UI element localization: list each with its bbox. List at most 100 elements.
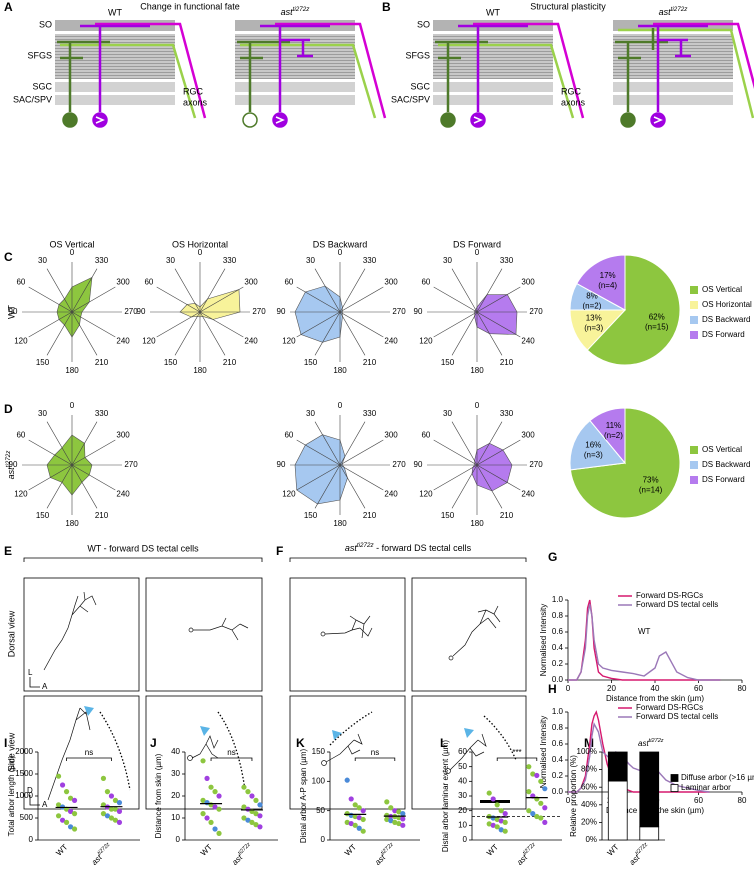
y-tick-label: 10 <box>458 820 467 829</box>
soma <box>62 112 78 128</box>
y-tick-label: 100% <box>577 747 597 756</box>
data-point <box>356 805 362 811</box>
spoke <box>476 311 521 338</box>
data-point <box>100 811 107 817</box>
angle-label: 180 <box>333 519 347 528</box>
data-point <box>538 778 544 784</box>
data-point <box>526 764 532 770</box>
angle-label: 60 <box>284 278 293 287</box>
data-point <box>63 789 70 795</box>
arrowhead <box>84 706 94 716</box>
sig-label: ns <box>371 748 379 757</box>
data-point <box>344 777 350 783</box>
genotype-sup: ti272z <box>649 738 664 744</box>
data-point <box>253 822 259 828</box>
panel-label: M <box>584 736 594 750</box>
angle-label: 300 <box>384 278 398 287</box>
data-point <box>348 796 354 802</box>
layer-label: SO <box>39 19 52 29</box>
y-tick-label: 0 <box>463 835 468 844</box>
spoke <box>433 286 478 313</box>
annotation: astti272z <box>638 738 664 748</box>
angle-label: 150 <box>304 511 318 520</box>
legend-label: DS Backward <box>702 315 750 324</box>
panel-label: A <box>4 0 13 14</box>
angle-label: 0 <box>70 401 75 410</box>
data-point <box>490 822 496 828</box>
annotation: WT <box>638 627 651 636</box>
spoke <box>296 439 341 466</box>
data-point <box>241 804 247 810</box>
angle-label: 300 <box>244 278 258 287</box>
data-point <box>538 815 544 821</box>
angle-label: 180 <box>470 366 484 375</box>
legend-label: OS Vertical <box>702 445 742 454</box>
genotype-sup: ti272z <box>237 842 252 857</box>
angle-label: 330 <box>95 409 109 418</box>
spoke <box>199 286 244 313</box>
direction-arrow <box>473 116 483 124</box>
spoke <box>71 464 98 509</box>
angle-label: 330 <box>500 256 514 265</box>
angle-label: 270 <box>392 307 406 316</box>
y-tick-label: 0 <box>321 835 326 844</box>
x-tick-label: 60 <box>694 796 703 805</box>
angle-label: 120 <box>14 337 28 346</box>
genotype-label: astti272z <box>659 6 689 17</box>
data-point <box>245 817 251 823</box>
x-tick-label: WT <box>54 842 69 857</box>
data-point <box>486 821 492 827</box>
sig-bracket <box>354 757 396 761</box>
data-point <box>356 815 362 821</box>
slice-label: 62% <box>649 313 665 322</box>
x-tick-label: 80 <box>738 684 747 693</box>
soma <box>320 631 326 637</box>
y-tick-label: 60 <box>458 747 467 756</box>
data-point <box>530 771 536 777</box>
angle-label: 60 <box>284 431 293 440</box>
panel-label: E <box>4 544 12 558</box>
y-tick-label: 30 <box>171 769 180 778</box>
slice-n-label: (n=15) <box>645 323 669 332</box>
soma <box>187 755 193 761</box>
angle-label: 270 <box>124 460 138 469</box>
data-point <box>253 811 259 817</box>
slice-n-label: (n=2) <box>604 431 623 440</box>
panel-label: B <box>382 0 391 14</box>
angle-label: 30 <box>443 256 452 265</box>
y-tick-label: 500 <box>20 813 34 822</box>
x-tick-label: WT <box>199 842 214 857</box>
data-point <box>502 819 508 826</box>
angle-label: 180 <box>470 519 484 528</box>
angle-label: 0 <box>475 248 480 257</box>
spoke <box>71 268 98 313</box>
data-point <box>352 802 358 808</box>
spoke <box>339 464 366 509</box>
spoke <box>46 421 73 466</box>
rgc-axon <box>618 28 754 119</box>
layer-sac <box>55 95 175 105</box>
spoke <box>71 421 98 466</box>
spoke <box>451 268 478 313</box>
y-axis-label: Normalised Intensity <box>539 716 548 788</box>
data-point <box>200 797 206 804</box>
angle-label: 150 <box>36 511 50 520</box>
angle-label: 150 <box>164 358 178 367</box>
x-tick-label: WT <box>605 842 620 857</box>
polar-title: DS Forward <box>453 239 501 249</box>
data-point <box>100 775 107 782</box>
panel-label: H <box>548 682 557 696</box>
legend-swatch <box>670 784 679 792</box>
y-tick-label: 0 <box>176 835 181 844</box>
spoke <box>451 311 478 356</box>
angle-label: 210 <box>500 358 514 367</box>
legend-label: OS Vertical <box>702 285 742 294</box>
skin-curve <box>99 711 131 791</box>
legend-label: OS Horizontal <box>702 300 752 309</box>
angle-label: 210 <box>363 358 377 367</box>
x-tick-label: astti272z <box>89 842 114 867</box>
legend-swatch <box>690 461 698 469</box>
polar-title: OS Vertical <box>49 239 94 249</box>
spoke <box>28 311 73 338</box>
angle-label: 120 <box>14 490 28 499</box>
